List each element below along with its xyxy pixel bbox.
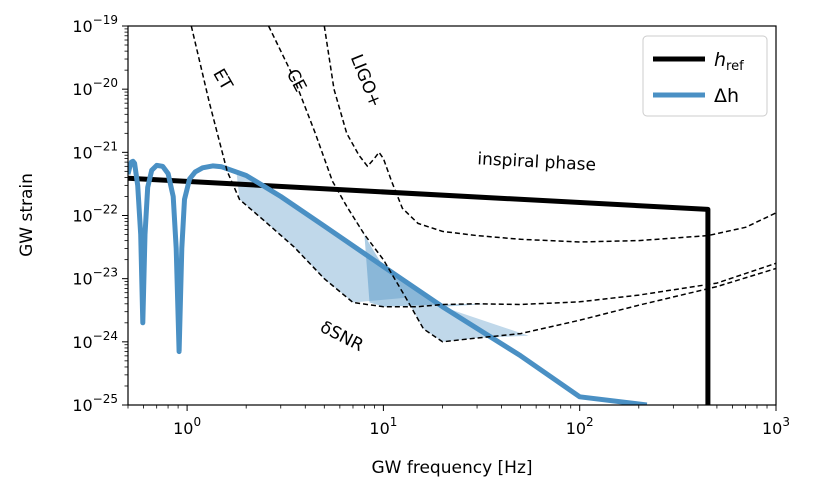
annotation-ligo: LIGO+: [346, 52, 385, 111]
y-tick-label: 10−21: [72, 139, 118, 162]
annotation-inspiral-phase: inspiral phase: [477, 149, 597, 175]
y-tick-label: 10−24: [72, 329, 118, 352]
x-tick-label: 102: [566, 415, 594, 438]
legend-label-delta-h: Δh: [714, 85, 739, 107]
annotation-et: ET: [208, 66, 236, 95]
y-tick-label: 10−20: [72, 76, 118, 99]
series-ligo: [323, 26, 776, 243]
y-tick-label: 10−25: [72, 392, 118, 415]
x-axis-label: GW frequency [Hz]: [371, 458, 532, 478]
y-tick-label: 10−19: [72, 13, 118, 36]
shaded-region-1: [339, 195, 491, 307]
series-lines: [128, 26, 776, 405]
series-h-ref: [128, 175, 711, 405]
series-delta-h: [128, 158, 648, 405]
x-tick-label: 103: [762, 415, 790, 438]
y-tick-label: 10−22: [72, 203, 118, 226]
y-axis-label: GW strain: [17, 173, 37, 257]
x-tick-label: 100: [173, 415, 201, 438]
axis-ticks: 100 101 102 103 10−25 10−24 10−23 10−22 10−21 10−…: [72, 13, 790, 438]
series-ce: [267, 26, 776, 343]
legend-box: [642, 35, 768, 117]
legend: href Δh: [642, 35, 768, 117]
x-tick-label: 101: [369, 415, 397, 438]
y-tick-label: 10−23: [72, 266, 118, 289]
legend-label-href: href: [714, 49, 744, 74]
series-et: [190, 26, 776, 308]
shaded-regions: [236, 170, 529, 342]
annotation-snr: δSNR: [317, 317, 367, 356]
annotation-ce: CE: [282, 66, 310, 95]
